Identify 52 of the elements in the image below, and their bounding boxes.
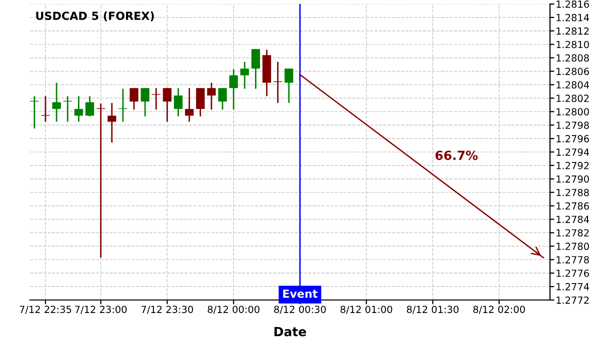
y-tick-label: 1.2784 (556, 216, 590, 224)
candlestick (251, 48, 260, 90)
y-tick-label: 1.2772 (556, 296, 589, 304)
y-tick-label: 1.2778 (556, 256, 589, 264)
y-tick-label: 1.2782 (556, 229, 589, 237)
y-tick-label: 1.2792 (556, 162, 589, 170)
x-tick-label: 8/12 01:00 (340, 306, 392, 314)
x-tick-label: 8/12 00:00 (208, 306, 260, 314)
y-tick-label: 1.2810 (556, 40, 589, 48)
y-tick-label: 1.2802 (556, 94, 589, 102)
candlestick (108, 102, 116, 144)
y-tick-label: 1.2796 (556, 135, 589, 142)
candlestick (85, 95, 94, 118)
candlestick (196, 87, 205, 118)
y-tick-label: 1.2780 (556, 242, 589, 250)
candlestick (174, 87, 183, 118)
candlestick (152, 87, 160, 110)
candlestick (207, 82, 216, 110)
x-tick-label: 7/12 23:00 (75, 306, 127, 314)
candlestick (229, 68, 238, 110)
candlestick (218, 87, 227, 110)
candlestick (74, 95, 83, 122)
y-tick-label: 1.2774 (556, 283, 590, 290)
y-tick-label: 1.2786 (556, 202, 589, 210)
y-tick-label: 1.2794 (556, 148, 590, 156)
y-tick-label: 1.2798 (556, 122, 589, 129)
text: USDCAD 5 (FOREX) (36, 11, 154, 22)
y-tick-label: 1.2806 (556, 68, 589, 76)
candlestick (240, 61, 249, 90)
x-tick-label: 7/12 23:30 (142, 306, 194, 314)
y-tick-label: 1.2800 (556, 108, 589, 116)
candlestick (140, 87, 150, 118)
y-tick-label: 1.2808 (556, 54, 589, 62)
annotation: 66.7% (435, 150, 478, 160)
y-tick-label: 1.2776 (556, 270, 589, 277)
x-tick-label: 7/12 22:35 (20, 306, 72, 314)
y-tick-label: 1.2812 (556, 27, 589, 35)
candlestick (52, 82, 61, 122)
y-tick-label: 1.2790 (556, 175, 589, 183)
ref-line-label: Event (283, 290, 318, 298)
x-axis-title: Date (274, 327, 306, 336)
candlestick (130, 87, 138, 110)
y-tick-label: 1.2816 (556, 0, 589, 8)
y-tick-label: 1.2814 (556, 14, 590, 22)
x-tick-label: 8/12 01:30 (406, 306, 459, 314)
x-tick-label: 8/12 00:30 (274, 306, 326, 314)
y-tick-label: 1.2788 (556, 188, 589, 196)
x-tick-label: 8/12 02:00 (473, 306, 525, 314)
candlestick (185, 87, 194, 122)
candlestick (162, 87, 172, 122)
y-tick-label: 1.2804 (556, 81, 590, 89)
candlestick (284, 68, 294, 104)
